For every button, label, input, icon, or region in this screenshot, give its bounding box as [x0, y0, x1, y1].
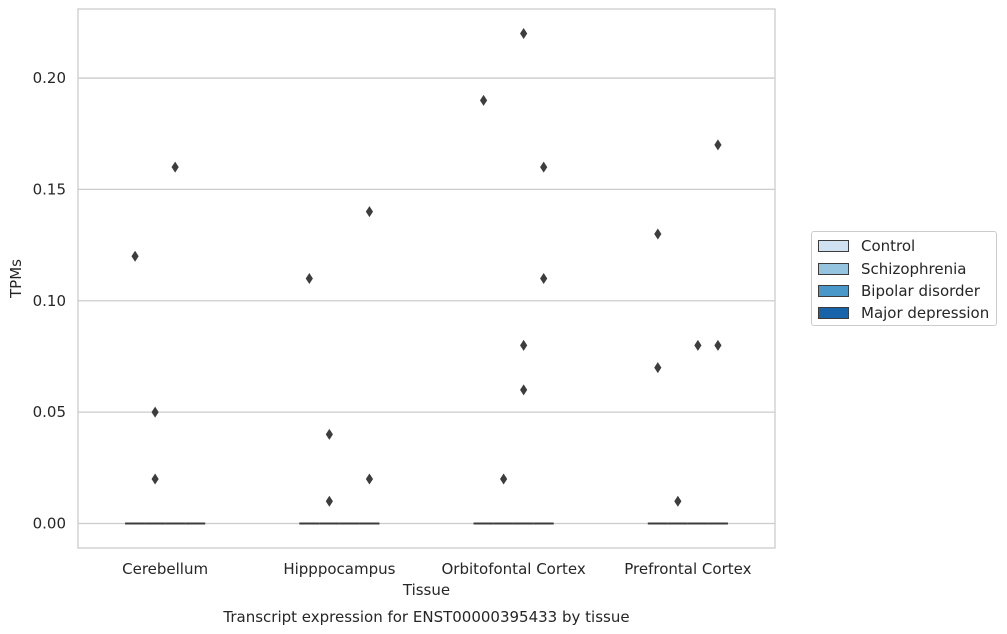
y-tick-labels: 0.00 0.05 0.10 0.15 0.20 [33, 69, 66, 532]
legend-label-schizophrenia: Schizophrenia [861, 260, 967, 278]
grid-lines [78, 77, 775, 525]
outlier-point-major-depression [365, 473, 374, 485]
outlier-point-bipolar-disorder [520, 28, 528, 39]
outlier-point-control [654, 362, 662, 374]
y-tick-label: 0.05 [33, 403, 66, 421]
legend-item-major-depression: Major depression [818, 304, 989, 322]
outlier-point-bipolar-disorder [520, 384, 528, 396]
outlier-point-major-depression [714, 139, 722, 151]
legend-swatch-schizophrenia [818, 263, 849, 275]
outlier-point-major-depression [540, 161, 548, 173]
outlier-point-schizophrenia [325, 428, 333, 440]
legend: Control Schizophrenia Bipolar disorder M… [811, 231, 997, 326]
legend-label-bipolar-disorder: Bipolar disorder [861, 282, 980, 300]
outlier-point-schizophrenia [500, 473, 508, 485]
legend-label-control: Control [861, 237, 916, 255]
legend-swatch-major-depression [818, 307, 849, 319]
outlier-points [131, 28, 722, 507]
outlier-point-bipolar-disorder [520, 339, 528, 351]
outlier-point-major-depression [540, 273, 548, 284]
y-tick-label: 0.10 [33, 292, 66, 310]
outlier-point-control [479, 94, 488, 106]
x-tick-label: Cerebellum [122, 560, 208, 578]
outlier-point-bipolar-disorder [171, 161, 179, 173]
y-tick-label: 0.15 [33, 180, 66, 198]
legend-label-major-depression: Major depression [861, 304, 990, 322]
outlier-point-schizophrenia [151, 473, 159, 485]
outlier-point-control [305, 273, 313, 284]
y-tick-label: 0.00 [33, 515, 66, 533]
x-axis-label: Tissue [402, 581, 450, 599]
outlier-point-control [654, 228, 662, 240]
y-axis-label: TPMs [7, 259, 25, 299]
legend-swatch-bipolar-disorder [818, 285, 849, 297]
outlier-point-control [131, 250, 139, 262]
x-tick-label: Prefrontal Cortex [624, 560, 751, 578]
legend-item-control: Control [818, 237, 915, 255]
outlier-point-major-depression [365, 206, 374, 218]
outlier-point-major-depression [714, 339, 722, 351]
outlier-point-bipolar-disorder [694, 339, 702, 351]
outlier-point-schizophrenia [674, 495, 682, 507]
outlier-point-schizophrenia [325, 495, 333, 507]
plot-frame [77, 8, 776, 549]
x-tick-label: Hipppocampus [283, 560, 395, 578]
y-tick-label: 0.20 [33, 69, 66, 87]
outlier-point-schizophrenia [151, 406, 159, 418]
legend-item-schizophrenia: Schizophrenia [818, 260, 966, 278]
x-tick-labels: Cerebellum Hipppocampus Orbitofontal Corte… [122, 560, 751, 578]
chart-caption: Transcript expression for ENST0000039543… [222, 608, 629, 626]
legend-swatch-control [818, 240, 849, 252]
x-tick-label: Orbitofontal Cortex [442, 560, 586, 578]
legend-item-bipolar-disorder: Bipolar disorder [818, 282, 980, 300]
